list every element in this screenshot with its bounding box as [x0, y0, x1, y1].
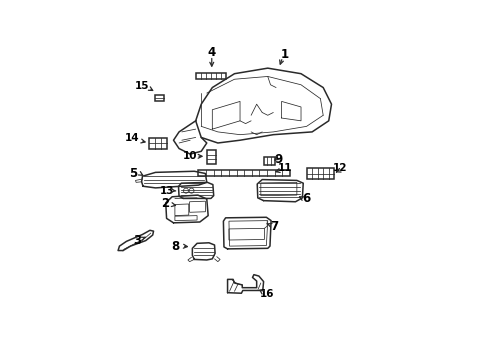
Text: 13: 13	[159, 186, 174, 196]
Text: 7: 7	[270, 220, 278, 233]
Text: 1: 1	[280, 48, 289, 61]
Text: 5: 5	[129, 167, 137, 180]
Text: 6: 6	[302, 193, 311, 206]
Text: 12: 12	[333, 163, 347, 174]
Text: 8: 8	[172, 240, 180, 253]
Text: 16: 16	[260, 289, 274, 299]
Text: 15: 15	[135, 81, 150, 91]
Text: 3: 3	[133, 234, 142, 247]
Text: 2: 2	[161, 198, 169, 211]
Text: 9: 9	[275, 153, 283, 166]
Text: 11: 11	[278, 163, 292, 174]
Text: 10: 10	[183, 151, 197, 161]
Text: 4: 4	[208, 46, 216, 59]
Text: 14: 14	[125, 133, 140, 143]
